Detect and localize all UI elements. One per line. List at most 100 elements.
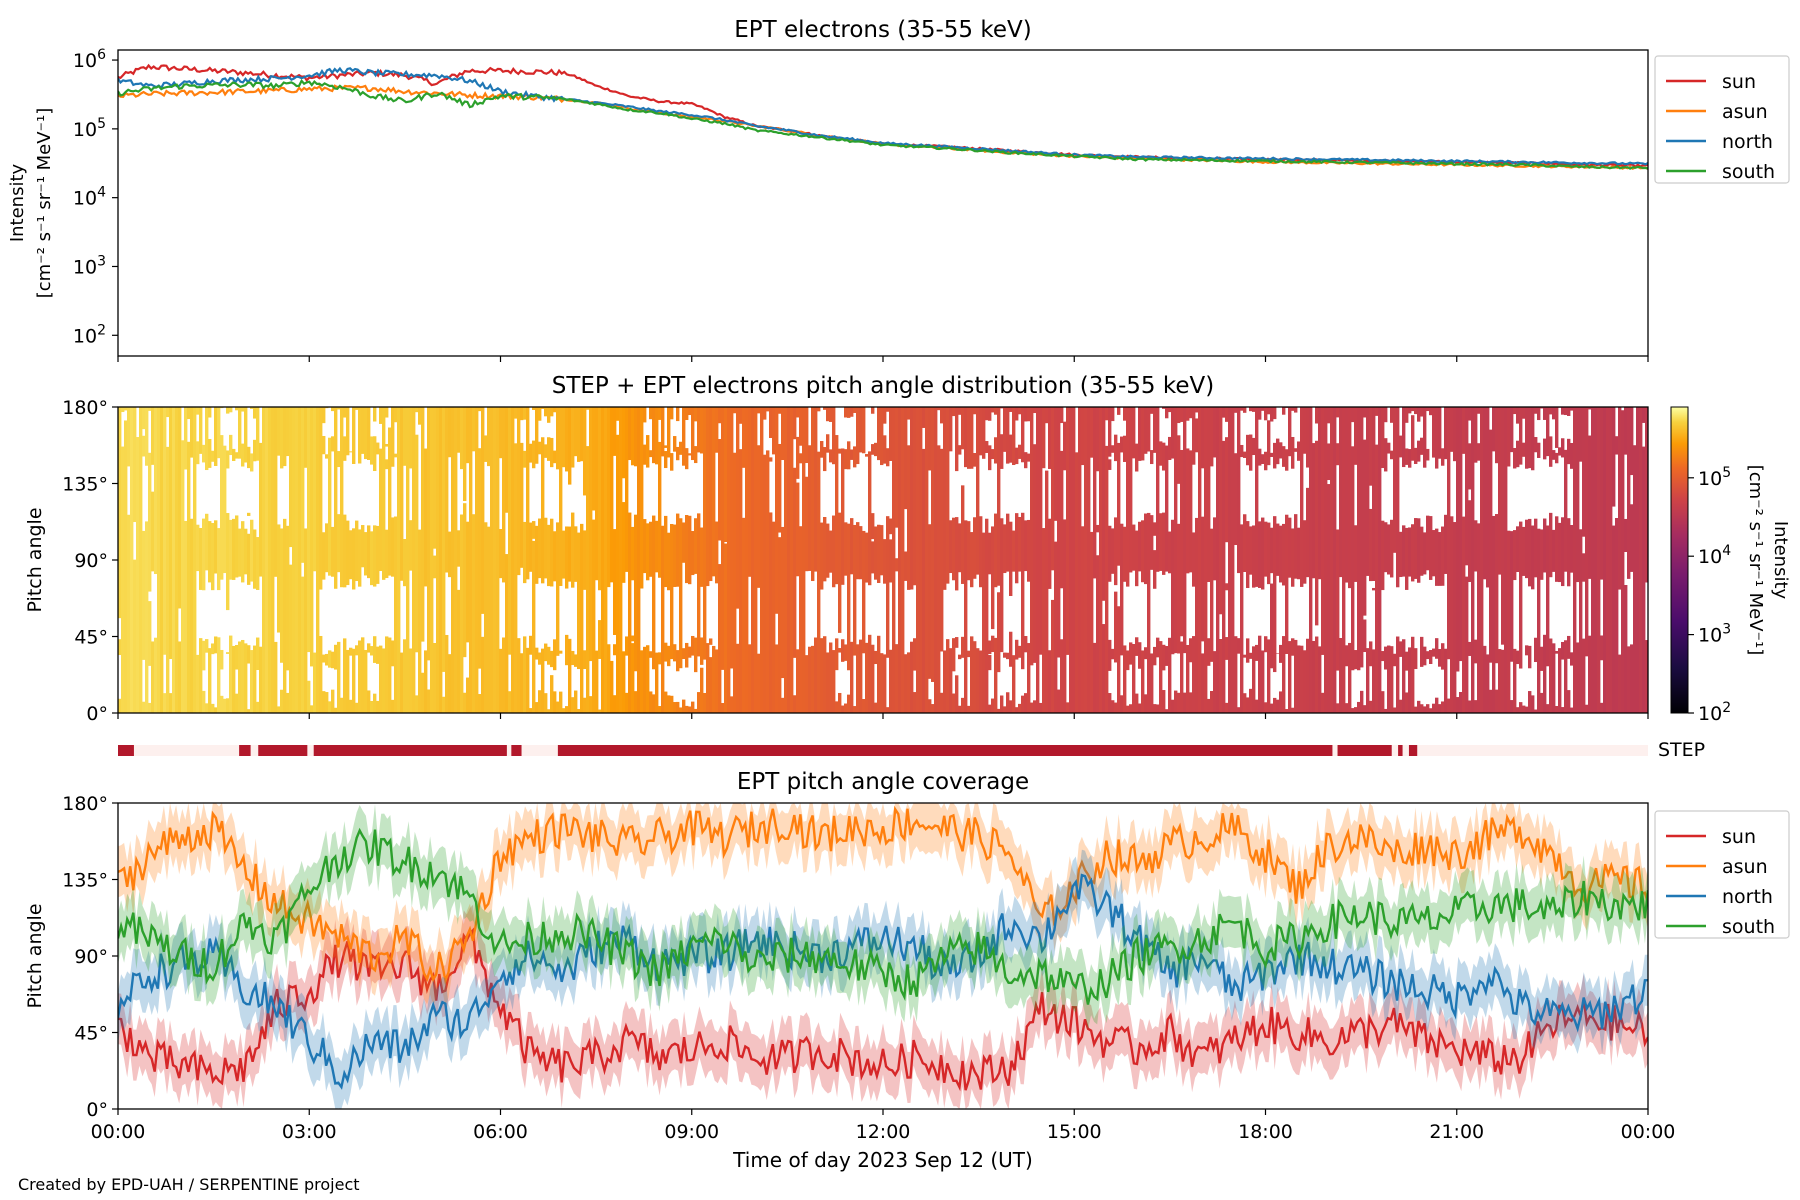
heatmap-cell (1624, 407, 1628, 455)
heatmap-cell (328, 437, 332, 576)
heatmap-cell (652, 694, 656, 713)
heatmap-cell (649, 651, 653, 658)
y-tick-label: 103 (73, 253, 106, 278)
heatmap-cell (328, 650, 332, 668)
heatmap-cell (1264, 521, 1268, 577)
heatmap-cell (271, 407, 275, 713)
heatmap-cell (1273, 697, 1277, 713)
heatmap-cell (1438, 649, 1442, 667)
heatmap-cell (1297, 527, 1301, 580)
heatmap-cell (166, 407, 170, 418)
heatmap-cell (1525, 706, 1529, 713)
heatmap-cell (1030, 702, 1034, 713)
heatmap-cell (523, 450, 527, 468)
heatmap-cell (1150, 653, 1154, 713)
heatmap-cell (175, 407, 179, 713)
heatmap-cell (871, 444, 875, 455)
heatmap-cell (301, 576, 305, 713)
heatmap-cell (1009, 700, 1013, 713)
heatmap-cell (976, 648, 980, 713)
heatmap-cell (1489, 689, 1493, 713)
heatmap-cell (1243, 654, 1247, 658)
heatmap-cell (520, 442, 524, 568)
heatmap-cell (853, 706, 857, 713)
heatmap-cell (313, 652, 317, 713)
heatmap-cell (670, 695, 674, 713)
heatmap-cell (1000, 695, 1004, 713)
heatmap-cell (847, 441, 851, 470)
heatmap-cell (1312, 640, 1316, 713)
heatmap-cell (529, 708, 533, 713)
heatmap-cell (424, 448, 428, 587)
heatmap-cell (1156, 704, 1160, 713)
heatmap-cell (556, 522, 560, 656)
heatmap-cell (1456, 407, 1460, 672)
heatmap-cell (1486, 654, 1490, 713)
heatmap-cell (886, 448, 890, 467)
heatmap-cell (811, 645, 815, 713)
heatmap-cell (598, 620, 602, 659)
heatmap-cell (1264, 702, 1268, 713)
heatmap-cell (304, 407, 308, 468)
heatmap-cell (1468, 641, 1472, 656)
heatmap-cell (607, 407, 611, 588)
heatmap-cell (136, 437, 140, 713)
heatmap-cell (1567, 438, 1571, 465)
y-tick-label: 90° (74, 946, 108, 968)
heatmap-cell (220, 649, 224, 670)
heatmap-cell (1111, 528, 1115, 574)
heatmap-cell (349, 451, 353, 453)
heatmap-cell (559, 407, 563, 586)
heatmap-cell (1108, 693, 1112, 713)
heatmap-cell (1195, 418, 1199, 453)
heatmap-cell (700, 667, 704, 713)
heatmap-cell (1399, 641, 1403, 657)
heatmap-cell (352, 407, 356, 464)
heatmap-cell (331, 651, 335, 669)
heatmap-cell (718, 439, 722, 541)
heatmap-cell (301, 407, 305, 563)
heatmap-cell (1219, 639, 1223, 713)
heatmap-cell (538, 441, 542, 455)
heatmap-cell (1354, 650, 1358, 670)
heatmap-cell (637, 407, 641, 713)
heatmap-cell (1537, 528, 1541, 713)
legend-label-sun: sun (1722, 71, 1756, 93)
heatmap-cell (1261, 517, 1265, 590)
heatmap-cell (1120, 695, 1124, 713)
heatmap-cell (1144, 513, 1148, 585)
heatmap-cell (733, 452, 737, 713)
panel2-ylabel: Pitch angle (24, 507, 46, 612)
series-line-south (118, 78, 1648, 170)
heatmap-cell (1534, 709, 1538, 713)
heatmap-cell (1192, 636, 1196, 713)
legend-label-south: south (1722, 916, 1775, 938)
heatmap-cell (391, 640, 395, 667)
heatmap-cell (502, 637, 506, 713)
heatmap-cell (928, 699, 932, 713)
heatmap-cell (397, 407, 401, 713)
heatmap-cell (1027, 519, 1031, 582)
heatmap-cell (832, 407, 836, 465)
heatmap-cell (310, 705, 314, 713)
heatmap-cell (1564, 407, 1568, 416)
heatmap-cell (424, 650, 428, 713)
heatmap-cell (211, 523, 215, 591)
heatmap-cell (1210, 528, 1214, 662)
heatmap-cell (1516, 526, 1520, 573)
credit-text: Created by EPD-UAH / SERPENTINE project (18, 1175, 360, 1194)
heatmap-cell (1303, 520, 1307, 584)
heatmap-cell (859, 639, 863, 713)
heatmap-cell (598, 407, 602, 591)
heatmap-cell (457, 407, 461, 453)
heatmap-cell (211, 703, 215, 713)
heatmap-cell (1570, 525, 1574, 573)
heatmap-cell (838, 448, 842, 454)
legend-label-asun: asun (1722, 856, 1768, 878)
heatmap-cell (1243, 407, 1247, 413)
heatmap-cell (688, 453, 692, 456)
heatmap-cell (1432, 530, 1436, 577)
heatmap-cell (580, 407, 584, 462)
heatmap-cell (1321, 407, 1325, 655)
